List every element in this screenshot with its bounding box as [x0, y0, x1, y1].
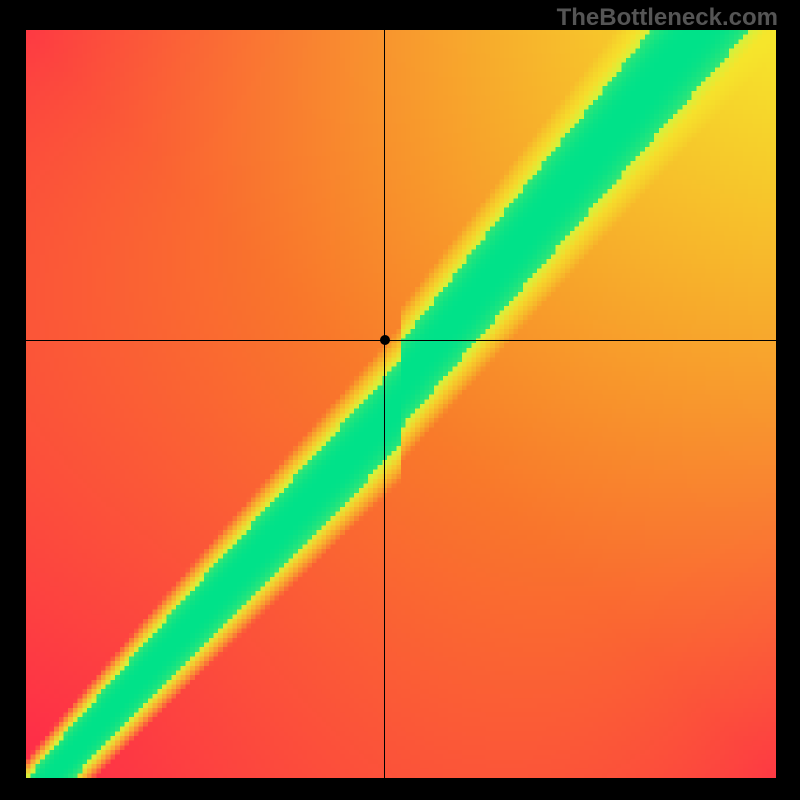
- crosshair-vertical: [384, 30, 385, 778]
- crosshair-dot: [380, 335, 390, 345]
- bottleneck-heatmap: [26, 30, 776, 778]
- crosshair-horizontal: [26, 340, 776, 341]
- watermark-text: TheBottleneck.com: [557, 4, 778, 32]
- chart-container: TheBottleneck.com: [0, 0, 800, 800]
